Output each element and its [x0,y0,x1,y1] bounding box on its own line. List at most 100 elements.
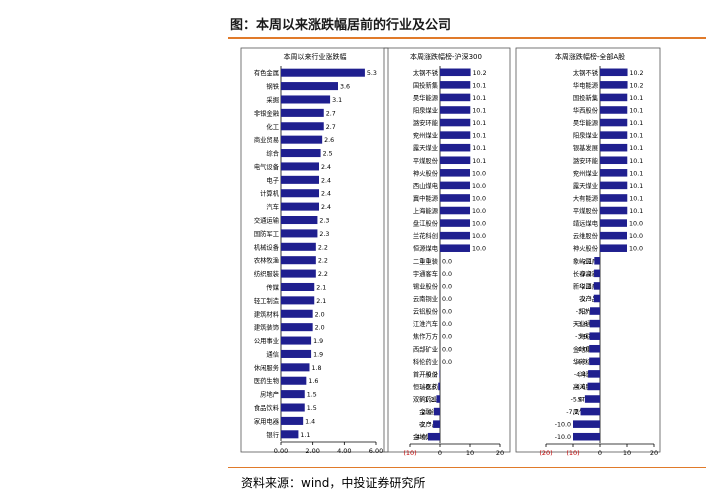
value-label: 1.1 [300,432,310,439]
value-label: 0.0 [442,283,452,290]
x-tick-label: 0 [598,449,602,457]
bar [281,82,338,91]
category-label: 大有能源 [573,193,599,202]
category-label-bg [408,419,438,429]
category-label-bg [568,356,598,366]
bar [281,336,312,345]
category-label: 国投新集 [413,80,439,89]
category-label-bg [249,121,279,131]
category-label-bg [408,407,438,417]
bar [281,403,305,412]
value-label: 0.0 [442,359,452,366]
category-label: 钢铁 [266,82,279,91]
value-label: 1.8 [312,365,322,372]
x-tick-label: 6.00 [369,447,383,455]
bar [589,319,600,328]
x-tick-label: 0.00 [274,447,288,455]
x-tick-label: (20) [539,449,552,457]
category-label-bg [408,193,438,203]
category-label: 恒瑞医药 [413,382,438,391]
value-label: 2.0 [315,311,325,318]
bar [281,282,315,291]
bar [281,349,312,358]
category-label-bg [249,416,279,426]
category-label: 农产品 [579,294,598,303]
category-label-bg [249,295,279,305]
bar [440,68,471,77]
bar [600,131,628,139]
category-label-bg [249,282,279,292]
bar [589,357,600,366]
bar [588,370,600,378]
bar [600,93,628,102]
category-label: 金地集团 [413,432,438,441]
bar [281,95,331,104]
category-label: 华芳纺织 [573,357,598,366]
value-label: 2.0 [315,325,325,332]
category-label: 电子 [266,175,279,184]
value-label: 10.2 [630,70,644,77]
value-label: 10.0 [472,170,486,177]
value-label: 10.1 [629,145,643,152]
value-label: 2.4 [321,191,331,198]
category-label-bg [568,256,598,266]
bar [428,432,440,441]
value-label: 2.4 [321,204,331,211]
bar [439,370,440,378]
category-label: 高鸿股份 [573,382,599,391]
value-label: -3.9 [575,334,587,341]
category-label: 昊华能源 [573,118,599,127]
category-label: 公用事业 [254,336,279,345]
category-label-bg [568,67,598,77]
bar [440,156,471,165]
bar [589,332,600,340]
bar [440,219,470,227]
category-label-bg [568,80,598,90]
bar [584,395,600,403]
bar [600,156,628,165]
category-label: 采掘 [266,95,279,104]
category-label: 盘江股份 [413,219,439,228]
value-label: 2.4 [321,177,331,184]
category-label-bg [408,206,438,216]
bar [281,202,319,211]
category-label-bg [249,228,279,238]
value-label: -2.1 [580,258,592,265]
category-label-bg [408,432,438,442]
value-label: -10.0 [555,422,571,429]
value-label: -4.0 [414,434,426,441]
category-label-bg [408,344,438,354]
value-label: 0.0 [442,321,452,328]
category-label: 西山煤电 [413,181,439,190]
category-label: 靖远煤电 [573,219,599,228]
category-label: 象屿医疗 [573,256,599,265]
category-label-bg [408,256,438,266]
value-label: 5.3 [367,70,377,77]
category-label: 云铝股份 [413,307,439,316]
category-label-bg [568,306,598,316]
bar [281,175,319,184]
category-label: 神火股份 [413,168,439,177]
category-label-bg [408,92,438,102]
category-label: 江淮汽车 [413,319,438,328]
category-label: 建筑材料 [254,309,280,318]
bar [600,106,628,114]
category-label-bg [568,293,598,303]
category-label-bg [568,218,598,228]
category-label: 上海能源 [413,206,439,215]
value-label: 10.0 [472,208,486,215]
bar [440,169,470,177]
bar [438,382,440,391]
category-label: 兖州煤业 [413,131,438,140]
value-label: -3.7 [576,309,588,316]
category-label-bg [408,306,438,316]
value-label: 2.1 [316,284,326,291]
value-label: 10.1 [472,82,486,89]
bar [281,122,324,131]
category-label: 电气设备 [254,162,280,171]
x-tick-label: 20 [496,449,504,457]
category-label-bg [568,130,598,140]
bar [281,376,307,385]
category-label-bg [568,143,598,153]
bar [587,382,600,391]
